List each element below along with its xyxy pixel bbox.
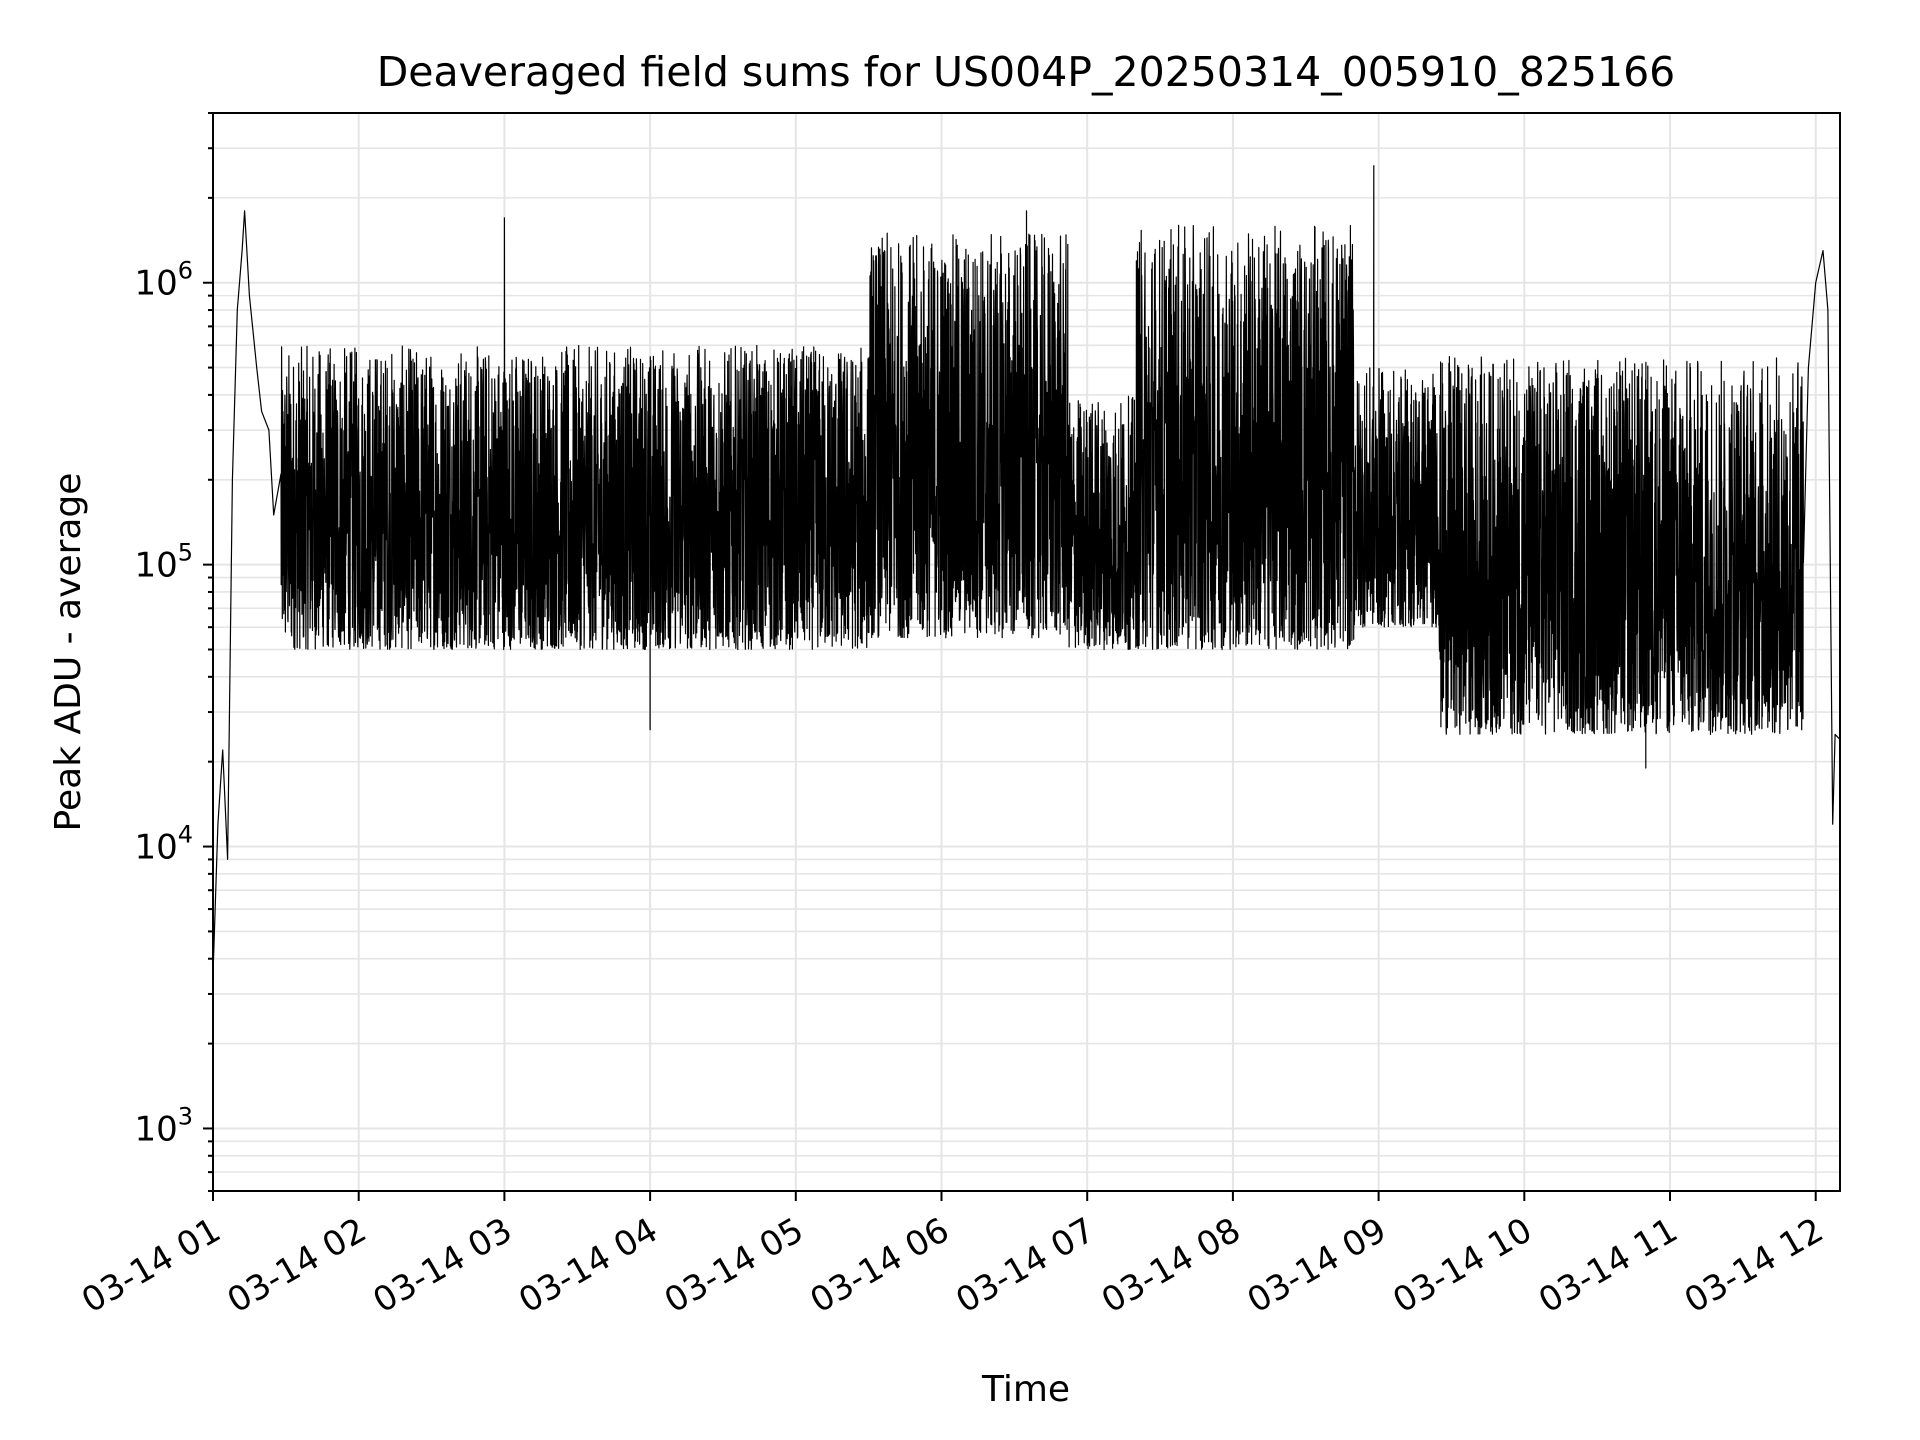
plot-frame xyxy=(212,112,1841,1192)
y-tick-label: 104 xyxy=(134,821,193,868)
x-tick-label: 03-14 12 xyxy=(1678,1210,1830,1321)
x-tick-label: 03-14 08 xyxy=(1095,1210,1247,1321)
series-path xyxy=(212,165,1841,976)
y-tick-label: 103 xyxy=(134,1102,193,1149)
y-tick-label: 105 xyxy=(134,539,193,586)
x-tick-label: 03-14 10 xyxy=(1386,1210,1538,1321)
x-tick-label: 03-14 01 xyxy=(75,1210,227,1321)
x-axis-label: Time xyxy=(981,1369,1070,1410)
x-tick-label: 03-14 05 xyxy=(658,1210,810,1321)
x-tick-label: 03-14 06 xyxy=(804,1210,956,1321)
x-tick-label: 03-14 02 xyxy=(221,1210,373,1321)
x-tick-label: 03-14 03 xyxy=(367,1210,519,1321)
x-tick-label: 03-14 04 xyxy=(512,1210,664,1321)
x-tick-label: 03-14 09 xyxy=(1241,1210,1393,1321)
x-tick-label: 03-14 11 xyxy=(1532,1210,1684,1321)
y-axis: 103 104 105 106 xyxy=(134,112,213,1192)
y-axis-label: Peak ADU - average xyxy=(48,473,89,832)
series-line xyxy=(212,165,1841,976)
x-tick-label: 03-14 07 xyxy=(949,1210,1101,1321)
chart-title: Deaveraged field sums for US004P_2025031… xyxy=(377,48,1676,96)
y-tick-label: 106 xyxy=(134,257,193,304)
